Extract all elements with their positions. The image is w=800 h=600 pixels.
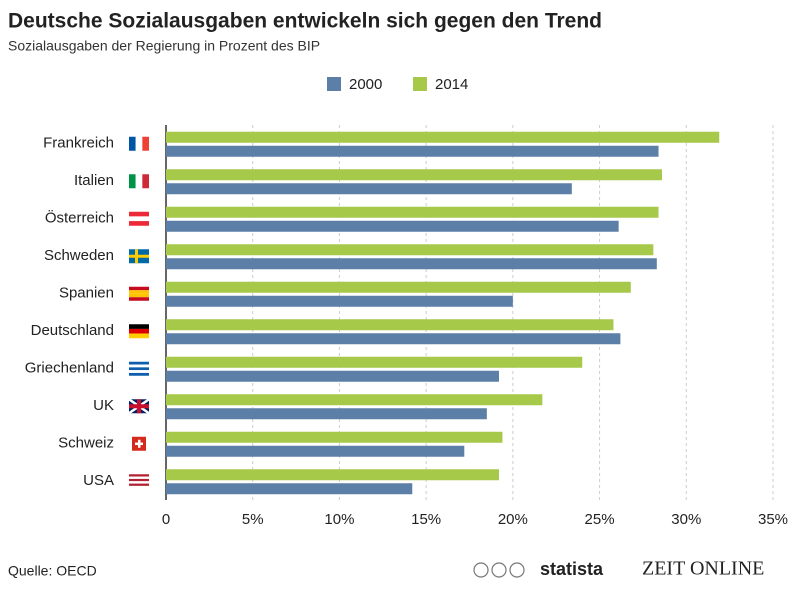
- x-tick-label: 20%: [498, 511, 528, 528]
- flag-part: [129, 324, 149, 329]
- y-tick-label: Italien: [74, 172, 114, 189]
- flag: [129, 249, 149, 264]
- flag-part: [129, 364, 149, 368]
- legend-label: 2014: [435, 76, 468, 93]
- flag: [129, 324, 149, 339]
- flag-part: [129, 333, 149, 339]
- legend-swatch: [413, 77, 427, 91]
- y-tick-label: USA: [83, 472, 114, 489]
- y-tick-label: Deutschland: [31, 322, 114, 339]
- bar: [166, 281, 631, 293]
- legend-swatch: [327, 77, 341, 91]
- y-tick-label: Österreich: [45, 209, 114, 227]
- bar: [166, 183, 572, 195]
- flag-part: [142, 174, 149, 189]
- flag-part: [135, 442, 143, 446]
- bar: [166, 244, 654, 256]
- bar: [166, 469, 499, 481]
- bar: [166, 258, 657, 270]
- bar: [166, 295, 513, 307]
- bar: [166, 220, 619, 232]
- bar: [166, 370, 499, 382]
- bar: [166, 356, 583, 368]
- x-tick-label: 0: [162, 511, 170, 528]
- y-tick-label: Griechenland: [25, 360, 114, 377]
- bar: [166, 145, 659, 157]
- flag-part: [129, 483, 149, 486]
- flag-part: [129, 478, 149, 482]
- bar: [166, 131, 720, 143]
- flag-part: [129, 370, 149, 373]
- flag-part: [129, 372, 149, 376]
- flag-part: [129, 328, 149, 334]
- flag-part: [135, 136, 143, 151]
- y-tick-label: Frankreich: [43, 135, 114, 152]
- flag-part: [129, 221, 149, 226]
- chart-title: Deutsche Sozialausgaben entwickeln sich …: [8, 10, 602, 33]
- x-tick-label: 10%: [324, 511, 354, 528]
- flag-part: [129, 286, 149, 291]
- x-tick-label: 5%: [242, 511, 264, 528]
- bar: [166, 394, 543, 406]
- legend-label: 2000: [349, 76, 382, 93]
- flag-part: [129, 404, 149, 409]
- x-tick-label: 25%: [585, 511, 615, 528]
- flag-part: [142, 136, 149, 151]
- bar: [166, 408, 487, 420]
- statista-logo: statista: [540, 559, 604, 579]
- flag-part: [129, 367, 149, 371]
- cc-icons: [473, 562, 525, 578]
- y-tick-label: Spanien: [59, 285, 114, 302]
- y-tick-label: UK: [93, 397, 114, 414]
- bar: [166, 483, 413, 495]
- bar: [166, 319, 614, 331]
- flag: [129, 136, 149, 151]
- flag-part: [129, 216, 149, 222]
- flag-part: [129, 481, 149, 484]
- flag-part: [129, 254, 149, 258]
- source: Quelle: OECD: [8, 563, 97, 579]
- flag-part: [129, 485, 149, 489]
- bar: [166, 431, 503, 443]
- flag-part: [129, 361, 149, 365]
- flag: [129, 211, 149, 226]
- flag: [129, 474, 149, 489]
- flag-part: [129, 174, 136, 189]
- flag: [129, 361, 149, 376]
- zeit-logo: ZEIT ONLINE: [642, 558, 764, 580]
- y-tick-label: Schweiz: [58, 435, 114, 452]
- flag-part: [129, 476, 149, 479]
- chart-subtitle: Sozialausgaben der Regierung in Prozent …: [8, 38, 320, 54]
- bar: [166, 206, 659, 218]
- flag-part: [129, 293, 149, 298]
- flag-part: [129, 297, 149, 301]
- bar: [166, 333, 621, 345]
- flag: [128, 398, 150, 415]
- flag-part: [135, 174, 143, 189]
- flag-part: [129, 290, 149, 294]
- flag-part: [129, 474, 149, 477]
- flag-part: [129, 136, 136, 151]
- flag-part: [129, 211, 149, 217]
- y-tick-label: Schweden: [44, 247, 114, 264]
- flag: [132, 436, 146, 451]
- flag: [129, 174, 149, 189]
- flag: [129, 286, 149, 301]
- x-tick-label: 15%: [411, 511, 441, 528]
- bar: [166, 169, 663, 181]
- bar: [166, 445, 465, 457]
- x-tick-label: 30%: [671, 511, 701, 528]
- x-tick-label: 35%: [758, 511, 788, 528]
